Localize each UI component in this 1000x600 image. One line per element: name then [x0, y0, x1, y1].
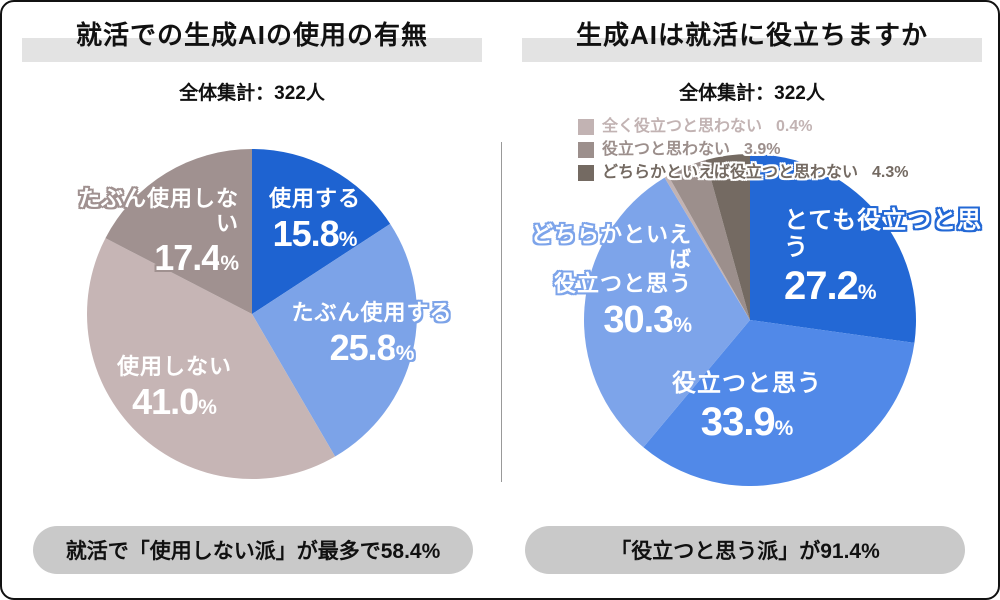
summary-banner-usage: 就活で「使用しない派」が最多で58.4% [33, 526, 473, 574]
chart-title-usage: 就活での生成AIの使用の有無 [75, 20, 428, 50]
panel-usefulness: 生成AIは就活に役立ちますか 全体集計：322人 全く役立つと思わない 0.4%… [502, 2, 998, 598]
legend-label: 全く役立つと思わない [602, 118, 763, 135]
legend-item-not-useful-at-all: 全く役立つと思わない 0.4% [578, 117, 908, 136]
legend-value: 4.3% [872, 164, 909, 181]
legend-swatch-not-useful [578, 142, 594, 158]
legend-value: 3.9% [744, 141, 781, 158]
chart-title-usefulness: 生成AIは就活に役立ちますか [575, 20, 928, 50]
legend-swatch-somewhat-not-useful [578, 165, 594, 181]
slice-label-somewhat-useful: どちらかといえば 役立つと思う 30.3% [530, 222, 692, 341]
sample-size-usage: 全体集計：322人 [179, 83, 325, 104]
title-highlight-band [522, 38, 982, 62]
legend-value: 0.4% [776, 118, 813, 135]
panel-usage: 就活での生成AIの使用の有無 全体集計：322人 使用する 15.8% たぶん使… [2, 2, 502, 598]
slice-label-use: 使用する 15.8% [268, 186, 361, 254]
legend-label: どちらかといえば役立つと思わない [602, 164, 859, 181]
slice-label-not-use: 使用しない 41.0% [116, 354, 232, 422]
vertical-divider [501, 142, 502, 482]
legend: 全く役立つと思わない 0.4% 役立つと思わない 3.9% どちらかといえば役立… [578, 117, 908, 186]
title-highlight-band [22, 38, 482, 62]
pie-chart-usage [87, 149, 417, 479]
legend-item-somewhat-not-useful: どちらかといえば役立つと思わない 4.3% [578, 163, 908, 182]
legend-item-not-useful: 役立つと思わない 3.9% [578, 140, 908, 159]
slice-label-maybe-not-use: たぶん使用しない 17.4% [77, 186, 239, 279]
slice-label-very-useful: とても役立つと思う 27.2% [784, 207, 983, 308]
legend-label: 役立つと思わない [602, 141, 731, 158]
summary-banner-usefulness: 「役立つと思う派」が91.4% [525, 526, 965, 574]
slice-label-useful: 役立つと思う 33.9% [672, 370, 822, 444]
sample-size-usefulness: 全体集計：322人 [679, 83, 825, 104]
slice-label-maybe-use: たぶん使用する 25.8% [291, 300, 453, 368]
legend-swatch-not-useful-at-all [578, 119, 594, 135]
pie-chart-usefulness [584, 154, 916, 486]
